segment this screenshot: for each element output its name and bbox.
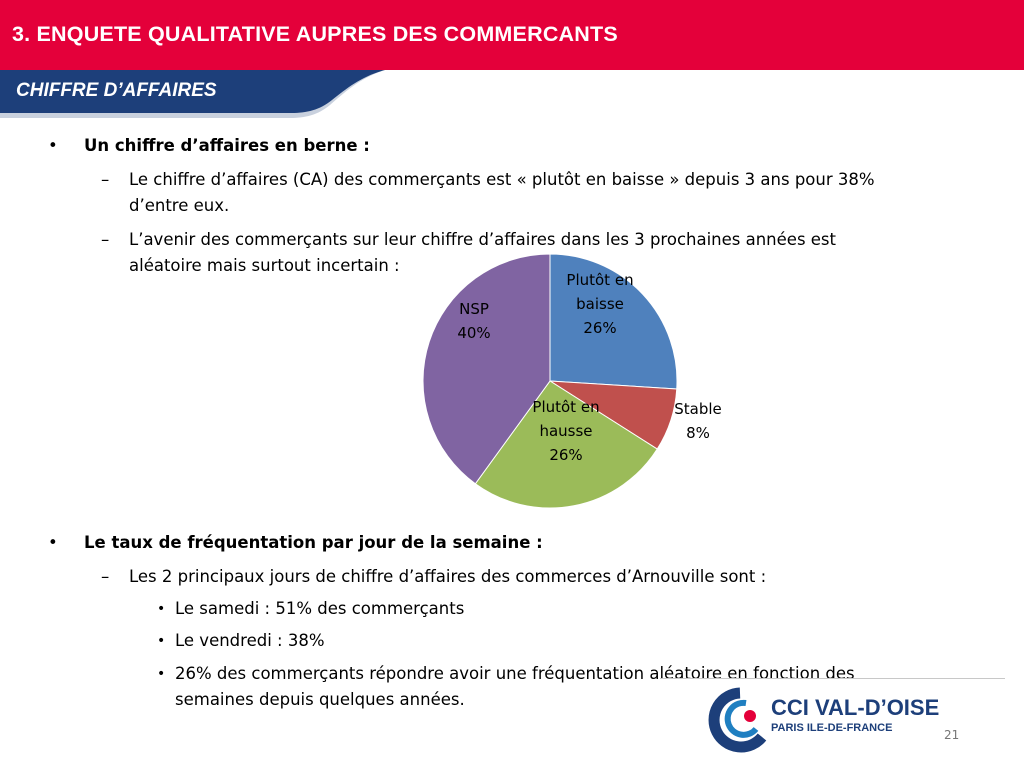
sub-bullet-marker: • [157, 666, 166, 682]
slide-title: 3. ENQUETE QUALITATIVE AUPRES DES COMMER… [12, 22, 618, 46]
sub-bullet-marker: • [157, 633, 166, 649]
section2-item1: Les 2 principaux jours de chiffre d’affa… [129, 567, 767, 586]
section1-item1-line1: Le chiffre d’affaires (CA) des commerçan… [129, 170, 875, 189]
sub-bullet-marker: • [157, 601, 166, 617]
title-bar [0, 0, 1024, 70]
section1-heading: Un chiffre d’affaires en berne : [84, 136, 370, 155]
logo-subtext: PARIS ILE-DE-FRANCE [771, 722, 893, 734]
pie-label-nsp: NSP 40% [457, 300, 490, 342]
section1-item1-line2: d’entre eux. [129, 196, 230, 215]
bullet-marker: • [48, 136, 58, 155]
cci-logo-icon [708, 687, 767, 753]
pie-chart: Plutôt en baisse 26% Stable 8% Plutôt en hauss… [422, 253, 722, 509]
dash-marker: – [101, 230, 110, 249]
section2-sub1: Le samedi : 51% des commerçants [175, 599, 465, 618]
pie-label-plut-t-en-hausse: Plutôt en hausse 26% [532, 398, 599, 464]
footer-divider [660, 678, 1005, 679]
dash-marker: – [101, 567, 110, 586]
section2-sub2: Le vendredi : 38% [175, 631, 325, 650]
dash-marker: – [101, 170, 110, 189]
pie-slice-plut-t-en-baisse [549, 253, 678, 390]
section1-item2-line1: L’avenir des commerçants sur leur chiffr… [129, 230, 837, 249]
page-number: 21 [944, 728, 960, 742]
subtitle-banner [0, 70, 385, 118]
bullet-marker: • [48, 533, 58, 552]
section2-heading: Le taux de fréquentation par jour de la … [84, 533, 543, 552]
section-subtitle: CHIFFRE D’AFFAIRES [16, 80, 217, 101]
logo-text: CCI VAL-D’OISE [771, 695, 940, 720]
pie-label-stable: Stable 8% [674, 400, 722, 442]
pie-label-plut-t-en-baisse: Plutôt en baisse 26% [566, 271, 633, 337]
section1-item2-line2: aléatoire mais surtout incertain : [129, 256, 400, 275]
pie-slice-plut-t-en-hausse [474, 380, 658, 509]
section2-sub3-line2: semaines depuis quelques années. [175, 690, 465, 709]
pie-slice-nsp [422, 253, 551, 485]
